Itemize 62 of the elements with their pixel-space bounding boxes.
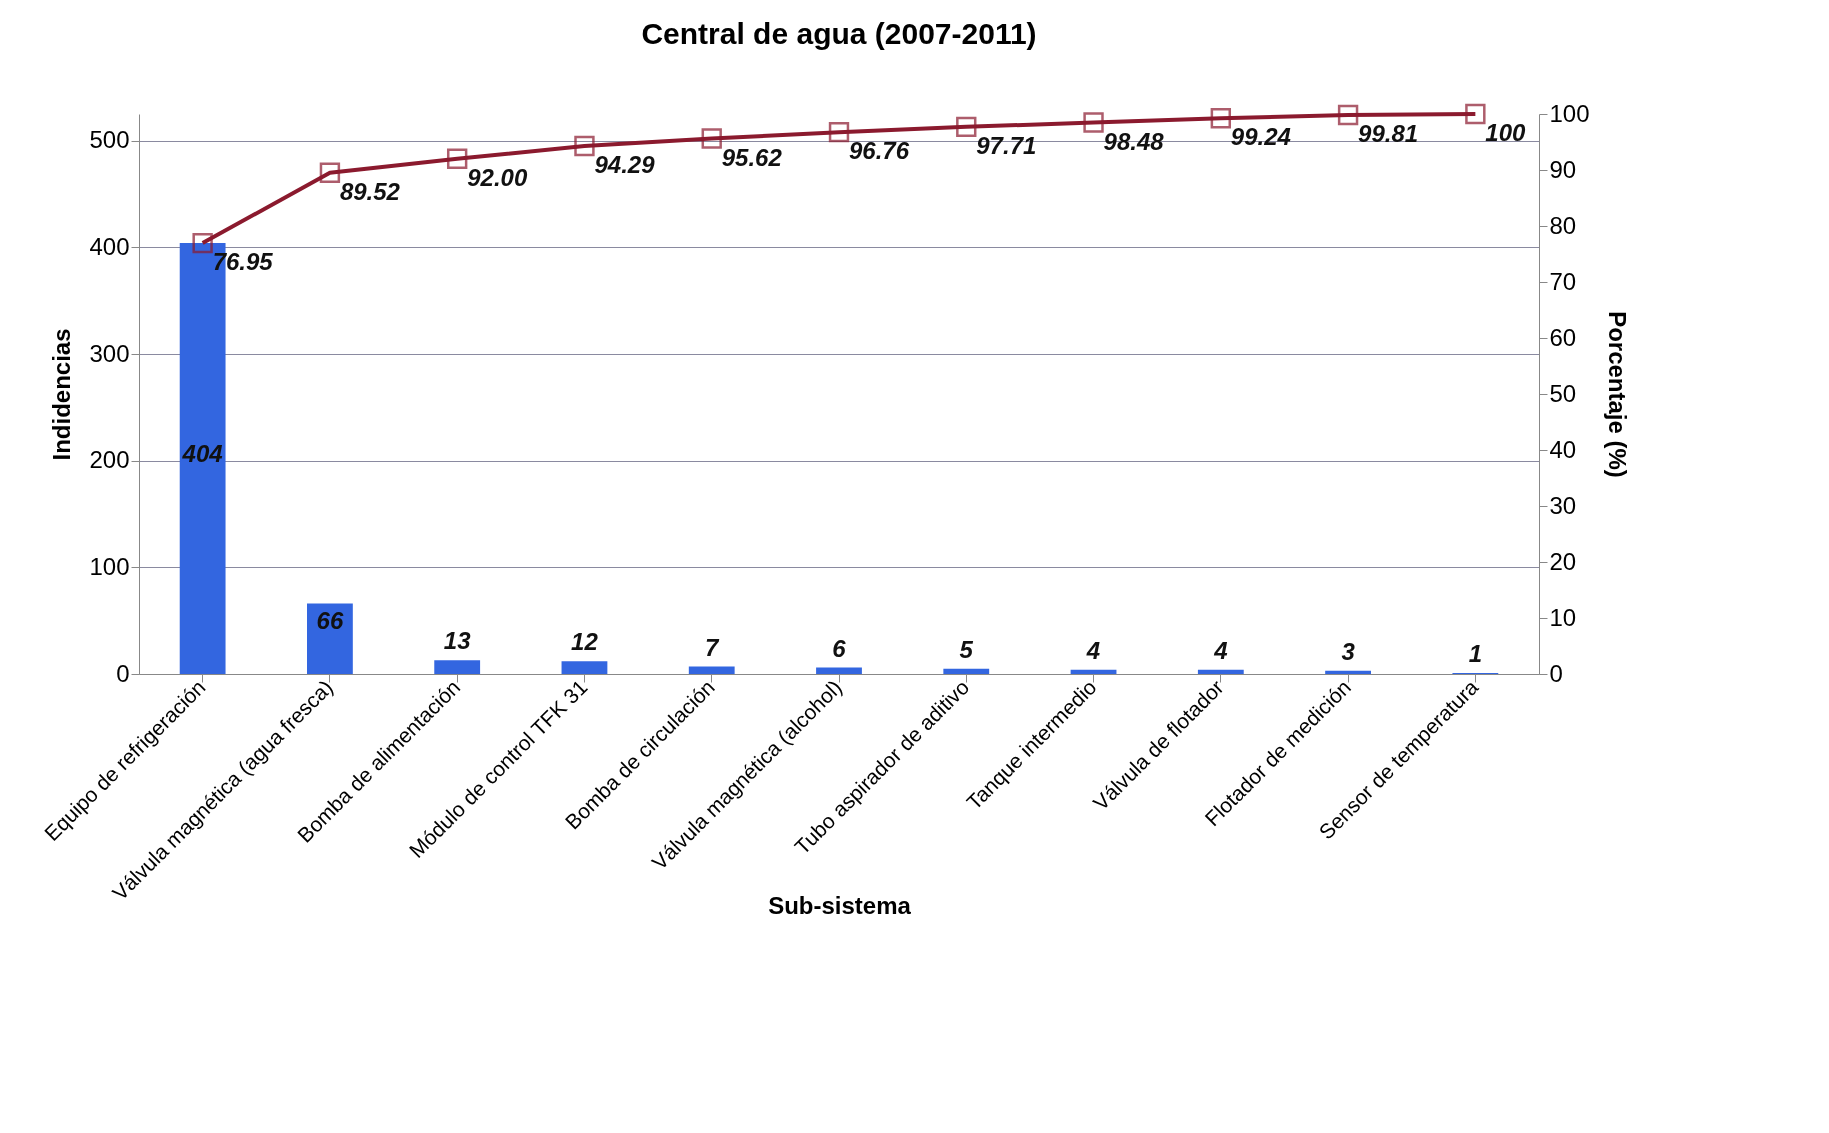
data-label: 98.48 [1103,127,1165,155]
data-label: 92.00 [467,163,528,191]
y2-tick-label: 100 [1549,99,1590,127]
data-label: 4 [1085,636,1101,664]
data-label: 1 [1468,639,1483,667]
y-axis-title: Indidencias [48,328,76,461]
point [1210,108,1232,129]
y-tick-label: 200 [89,446,130,474]
y2-axis-title: Porcentaje (%) [1603,311,1631,478]
point [1465,103,1486,125]
bar [307,603,353,674]
y2-tick-label: 20 [1549,547,1577,575]
bar [943,668,990,674]
point [192,232,213,254]
data-label: 100 [1485,119,1527,146]
data-label: 7 [705,633,721,661]
y2-tick-label: 80 [1549,211,1577,239]
data-label: 66 [316,606,344,634]
y2-tick-label: 70 [1549,267,1577,295]
data-label: 12 [571,628,599,656]
y-tick-label: 400 [89,232,130,260]
data-label: 95.62 [721,143,783,171]
point [701,128,722,149]
y-tick-label: 0 [116,659,130,687]
bar [1070,669,1117,674]
data-label: 3 [1341,637,1356,665]
y2-tick-label: 10 [1549,603,1577,631]
bar [434,660,481,674]
data-label: 89.52 [339,177,401,205]
bar [816,667,862,674]
point [828,121,850,143]
y2-tick-label: 40 [1549,435,1577,463]
data-label: 97.71 [976,131,1037,159]
y2-tick-label: 90 [1549,155,1577,183]
point [574,135,595,157]
data-label: 4 [1213,636,1228,664]
point [1083,112,1104,133]
y2-tick-label: 50 [1549,379,1577,407]
y2-tick-label: 0 [1549,659,1563,687]
y-tick-label: 300 [89,339,130,367]
bar [1197,669,1244,674]
y2-tick-label: 60 [1549,323,1577,351]
point [1337,104,1359,126]
data-label: 94.29 [594,150,656,178]
data-label: 99.24 [1230,123,1291,151]
data-label: 6 [832,634,847,662]
data-label: 13 [443,627,472,655]
bar [561,661,608,674]
data-label: 404 [181,440,223,468]
y-tick-label: 100 [89,552,130,580]
bar [688,666,735,674]
point [956,116,977,138]
bar [1325,670,1371,674]
point [319,162,341,183]
data-label: 5 [959,635,974,663]
chart-title: Central de agua (2007-2011) [641,17,1037,51]
data-label: 96.76 [849,137,910,165]
data-label: 99.81 [1358,120,1419,148]
x-axis-title: Sub-sistema [768,891,912,919]
y2-tick-label: 30 [1549,491,1577,519]
point [446,148,468,169]
y-tick-label: 500 [89,126,130,154]
